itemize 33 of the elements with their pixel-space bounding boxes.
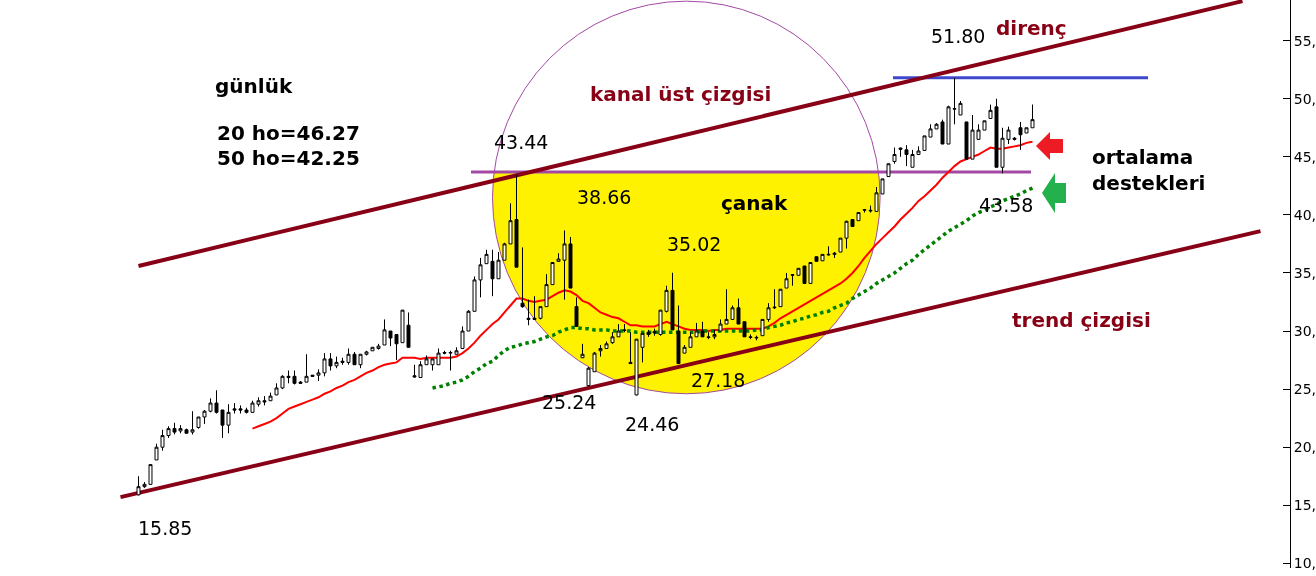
y-tick-label: 55, [1293, 32, 1316, 49]
y-tick-label: 45, [1293, 148, 1316, 165]
annotation: ortalama destekleri [1092, 145, 1206, 195]
y-tick-label: 40, [1293, 206, 1316, 223]
annotation: 25.24 [542, 391, 597, 413]
annotation: 27.18 [691, 369, 746, 391]
candlestick [886, 163, 891, 178]
annotation: 43.44 [494, 131, 549, 153]
series-label: trend çizgisi [1012, 308, 1151, 332]
y-tick-label: 20, [1293, 439, 1316, 456]
annotation: 20 ho=46.27 [217, 121, 360, 145]
candlestick [778, 288, 783, 308]
y-tick-label: 30, [1293, 322, 1316, 339]
y-tick-label: 35, [1293, 264, 1316, 281]
candlestick [520, 246, 525, 309]
candlestick [892, 147, 897, 165]
annotation: 24.46 [625, 413, 680, 435]
candlestick [574, 296, 579, 327]
y-tick-label: 50, [1293, 90, 1316, 107]
candlestick [580, 343, 585, 359]
y-tick-label: 25, [1293, 381, 1316, 398]
annotation: çanak [721, 191, 789, 215]
y-tick-label: 10, [1293, 555, 1316, 572]
annotation: 35.02 [667, 233, 722, 255]
series-label: kanal üst çizgisi [590, 82, 772, 106]
annotation: 50 ho=42.25 [217, 146, 360, 170]
y-tick-label: 15, [1293, 497, 1316, 514]
annotation: 15.85 [138, 517, 193, 539]
annotation: 38.66 [577, 186, 632, 208]
text: günlük [215, 74, 293, 98]
annotation: 51.80 [931, 25, 986, 47]
ref-line-label: direnç [996, 16, 1067, 40]
candlestick [784, 272, 789, 289]
